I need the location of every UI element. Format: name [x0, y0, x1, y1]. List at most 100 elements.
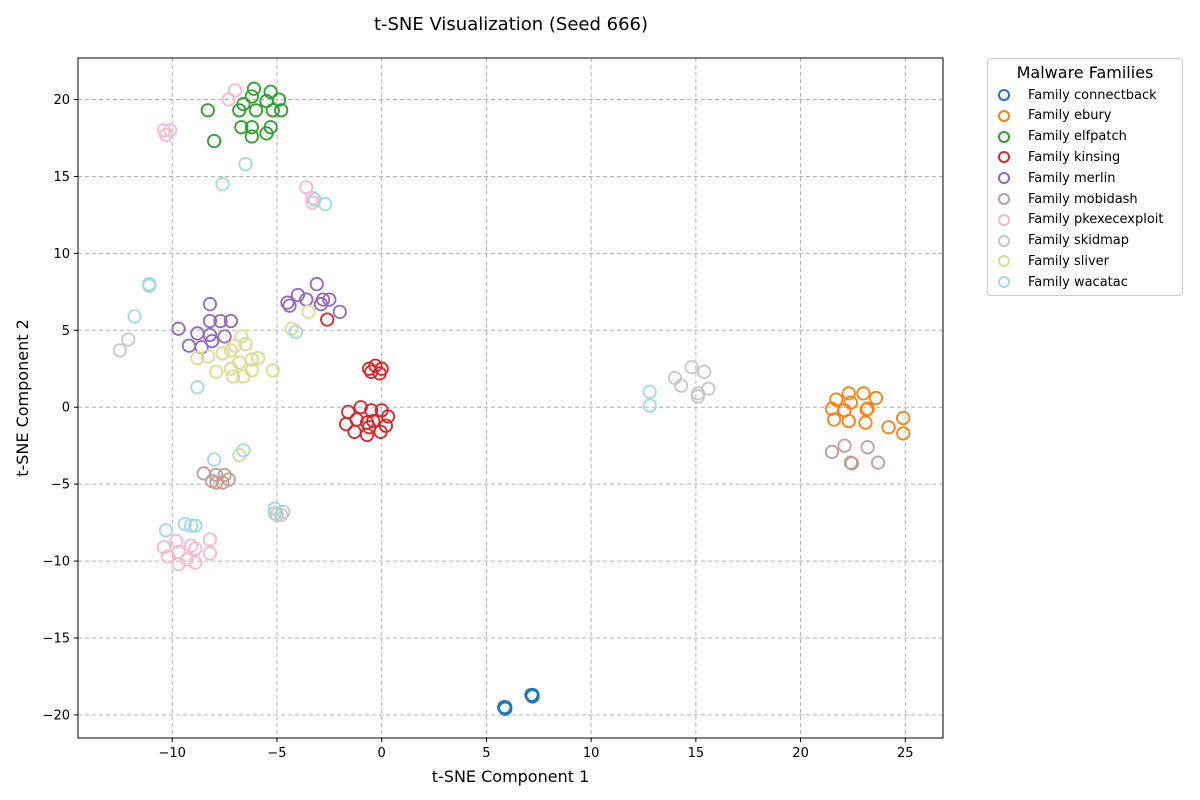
scatter-point-mobidash: [824, 444, 840, 459]
y-tick-label: −10: [43, 555, 70, 570]
scatter-point-merlin: [313, 297, 329, 312]
scatter-point-kinsing: [347, 424, 362, 439]
scatter-point-kinsing: [364, 403, 379, 418]
scatter-point-elfpatch: [232, 103, 247, 118]
scatter-point-skidmap: [697, 364, 712, 379]
x-tick-label: −10: [159, 746, 186, 761]
y-tick-label: 5: [62, 324, 70, 339]
scatter-point-kinsing: [320, 312, 335, 327]
scatter-point-merlin: [213, 313, 228, 329]
scatter-point-ebury: [856, 386, 871, 401]
scatter-point-pkexecexploit: [305, 190, 320, 206]
scatter-point-sliver: [223, 361, 238, 376]
y-tick-label: −15: [43, 632, 70, 647]
scatter-point-pkexecexploit: [202, 546, 218, 561]
scatter-point-merlin: [322, 292, 337, 307]
scatter-point-mobidash: [860, 440, 875, 455]
legend-marker-wacatac: [998, 276, 1010, 289]
legend: Malware Families Family connectback Famil…: [987, 58, 1183, 296]
legend-label-pkexecexploit: Family pkexecexploit: [1028, 212, 1164, 228]
scatter-point-mobidash: [870, 455, 886, 470]
scatter-point-kinsing: [380, 409, 396, 424]
scatter-point-wacatac: [158, 523, 174, 538]
scatter-point-wacatac: [642, 384, 657, 399]
scatter-point-pkexecexploit: [160, 549, 176, 564]
scatter-point-elfpatch: [244, 89, 259, 104]
scatter-point-sliver: [251, 350, 266, 366]
legend-label-ebury: Family ebury: [1028, 108, 1112, 124]
scatter-point-wacatac: [190, 380, 205, 395]
scatter-point-merlin: [204, 333, 220, 349]
grid-lines: [78, 58, 943, 738]
scatter-point-sliver: [200, 349, 215, 364]
scatter-point-pkexecexploit: [188, 541, 203, 556]
scatter-point-wacatac: [642, 398, 657, 413]
scatter-point-ebury: [868, 390, 884, 406]
scatter-point-elfpatch: [271, 92, 287, 107]
scatter-point-kinsing: [372, 366, 387, 381]
scatter-point-merlin: [190, 326, 205, 341]
scatter-point-wacatac: [267, 501, 282, 516]
series-connectback: [497, 687, 540, 716]
scatter-point-pkexecexploit: [299, 180, 314, 195]
scatter-point-wacatac: [142, 278, 157, 293]
scatter-point-sliver: [238, 337, 253, 352]
scatter-point-mobidash: [196, 466, 211, 481]
scatter-point-sliver: [236, 369, 251, 384]
legend-marker-skidmap: [998, 234, 1010, 247]
scatter-point-sliver: [225, 369, 241, 384]
scatter-point-kinsing: [373, 424, 388, 439]
y-tick-label: −20: [43, 708, 70, 723]
x-tick-label: 10: [583, 746, 600, 761]
scatter-point-wacatac: [288, 324, 303, 339]
scatter-point-ebury: [841, 386, 856, 401]
scatter-point-elfpatch: [207, 133, 222, 149]
x-axis-label: t-SNE Component 1: [432, 767, 590, 786]
scatter-point-mobidash: [837, 438, 852, 453]
scatter-point-elfpatch: [246, 81, 262, 96]
legend-item-ebury: Family ebury: [998, 106, 1112, 126]
scatter-point-ebury: [881, 420, 896, 435]
x-tick-label: 5: [482, 746, 490, 761]
legend-title: Malware Families: [1016, 63, 1154, 82]
scatter-point-merlin: [181, 338, 197, 353]
scatter-point-wacatac: [188, 518, 203, 533]
scatter-point-elfpatch: [244, 120, 259, 135]
legend-label-sliver: Family sliver: [1028, 253, 1109, 269]
legend-item-merlin: Family merlin: [998, 168, 1115, 188]
scatter-point-sliver: [227, 338, 243, 353]
legend-label-skidmap: Family skidmap: [1028, 233, 1130, 249]
legend-item-connectback: Family connectback: [998, 85, 1157, 105]
scatter-point-skidmap: [667, 370, 683, 386]
scatter-point-connectback: [497, 700, 512, 715]
scatter-point-sliver: [215, 346, 230, 361]
legend-item-pkexecexploit: Family pkexecexploit: [998, 210, 1163, 230]
scatter-point-skidmap: [267, 506, 282, 521]
scatter-point-pkexecexploit: [183, 538, 199, 553]
scatter-point-pkexecexploit: [171, 557, 186, 572]
series-ebury: [824, 386, 911, 441]
legend-label-connectback: Family connectback: [1028, 87, 1157, 103]
scatter-point-sliver: [209, 364, 224, 379]
legend-item-sliver: Family sliver: [998, 251, 1109, 271]
series-elfpatch: [200, 81, 289, 149]
scatter-point-sliver: [190, 350, 205, 366]
legend-marker-kinsing: [998, 151, 1010, 164]
legend-marker-connectback: [998, 89, 1010, 101]
legend-item-elfpatch: Family elfpatch: [998, 127, 1127, 147]
scatter-point-wacatac: [183, 518, 199, 533]
scatter-point-kinsing: [341, 404, 356, 419]
scatter-point-skidmap: [690, 389, 706, 404]
scatter-point-pkexecexploit: [202, 532, 218, 547]
scatter-point-merlin: [280, 295, 295, 310]
legend-label-merlin: Family merlin: [1028, 170, 1116, 186]
legend-marker-merlin: [998, 172, 1010, 185]
scatter-point-ebury: [826, 412, 842, 427]
legend-marker-ebury: [998, 109, 1010, 122]
scatter-point-pkexecexploit: [158, 127, 174, 143]
x-tick-label: 15: [688, 746, 705, 761]
chart-title: t-SNE Visualization (Seed 666): [374, 14, 648, 35]
scatter-point-sliver: [223, 343, 238, 358]
scatter-point-skidmap: [684, 360, 699, 375]
legend-marker-mobidash: [998, 193, 1010, 205]
